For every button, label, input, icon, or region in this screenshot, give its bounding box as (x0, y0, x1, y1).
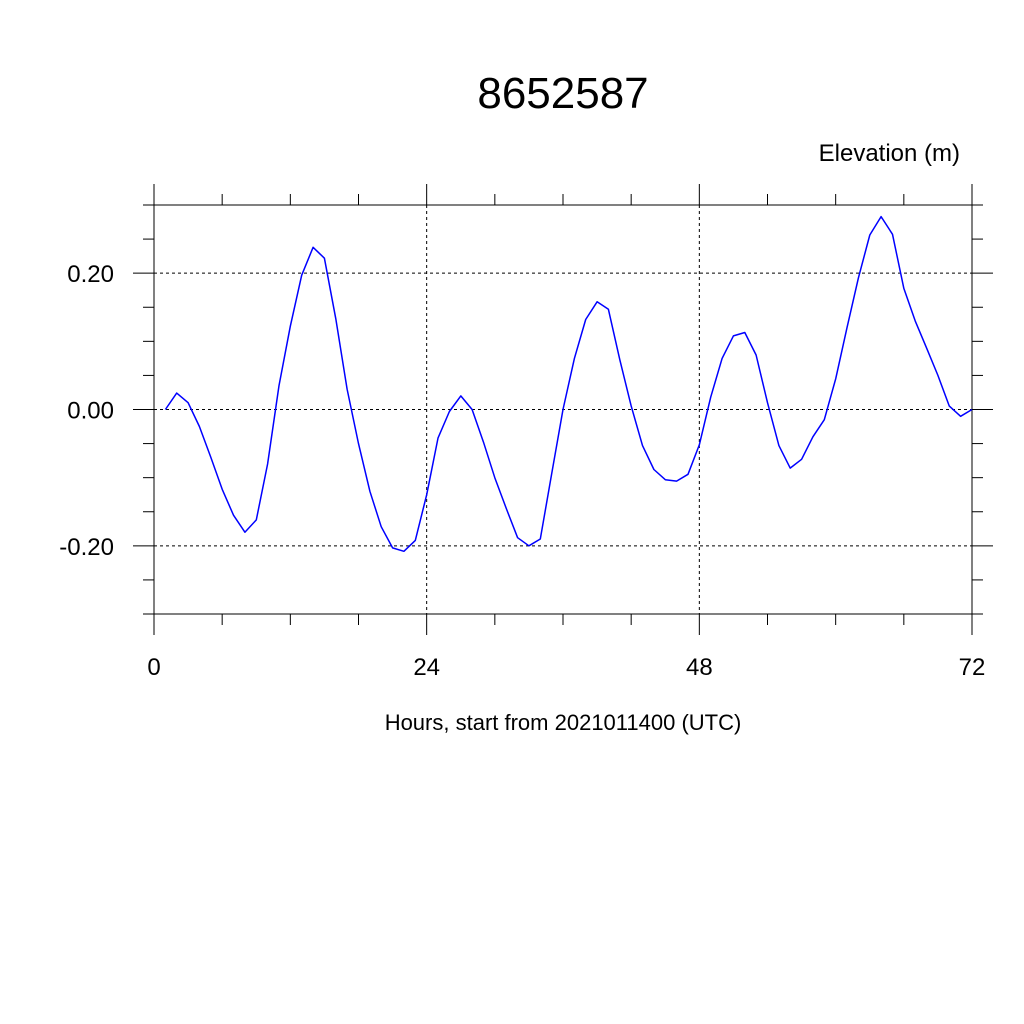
y-tick-label: -0.20 (59, 534, 114, 561)
chart-title: 8652587 (477, 69, 648, 118)
x-tick-label: 24 (413, 654, 440, 681)
y-tick-labels: -0.20 0.00 0.20 (59, 261, 114, 561)
x-tick-label: 72 (959, 654, 986, 681)
x-tick-labels: 0 24 48 72 (147, 654, 985, 681)
series-line (164, 215, 973, 553)
y-tick-label: 0.00 (67, 398, 114, 425)
tick-marks (133, 184, 993, 635)
x-tick-label: 0 (147, 654, 160, 681)
x-tick-label: 48 (686, 654, 713, 681)
series-group (164, 215, 973, 553)
units-label: Elevation (m) (819, 140, 960, 167)
x-axis-label: Hours, start from 2021011400 (UTC) (385, 710, 742, 735)
y-tick-label: 0.20 (67, 261, 114, 288)
